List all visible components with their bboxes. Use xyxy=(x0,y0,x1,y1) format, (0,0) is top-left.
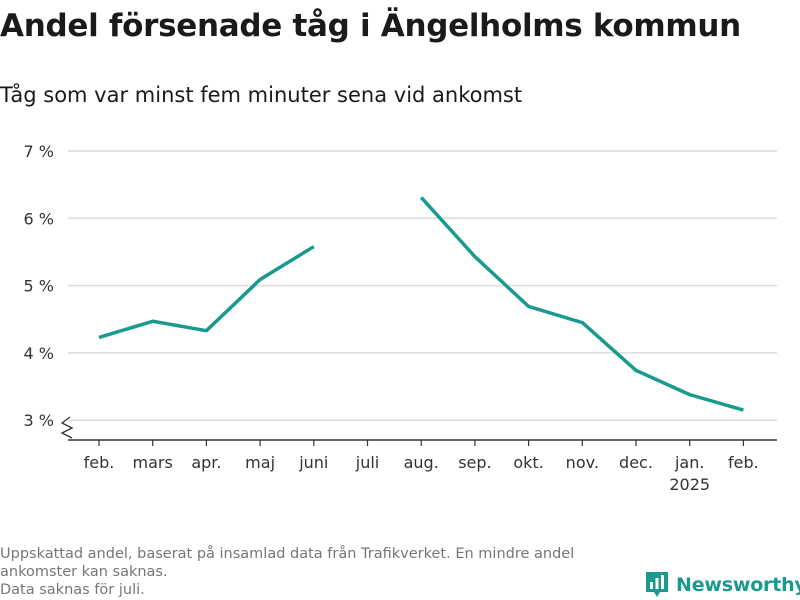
x-tick-label: mars xyxy=(133,453,173,472)
x-tick-label: nov. xyxy=(566,453,599,472)
series-line-segment xyxy=(98,245,315,340)
brand-logo: Newsworthy xyxy=(644,570,800,600)
x-tick-label: juni xyxy=(298,453,328,472)
brand-name: Newsworthy xyxy=(676,574,800,596)
chart-title: Andel försenade tåg i Ängelholms kommun xyxy=(0,8,741,44)
x-tick-label: dec. xyxy=(619,453,653,472)
y-tick-label: 3 % xyxy=(24,411,54,430)
line-chart: 3 % 4 % 5 % 6 % 7 % feb. mars apr. maj juni juli au… xyxy=(24,142,777,494)
x-tick-label: maj xyxy=(245,453,275,472)
x-tick-label: juli xyxy=(355,453,379,472)
x-tick-label: feb. xyxy=(728,453,759,472)
footnote-line-1: Uppskattad andel, baserat på insamlad da… xyxy=(0,546,575,580)
footnote: Uppskattad andel, baserat på insamlad da… xyxy=(0,545,630,599)
x-tick-label: apr. xyxy=(191,453,221,472)
axis-break-icon xyxy=(60,416,74,439)
chart-subtitle: Tåg som var minst fem minuter sena vid a… xyxy=(0,83,523,107)
bar-chart-logo-icon xyxy=(646,572,668,597)
x-tick-sublabel: 2025 xyxy=(669,475,710,494)
series-line-segment xyxy=(419,196,744,412)
x-tick-label: sep. xyxy=(458,453,491,472)
x-tick-label: jan. xyxy=(674,453,704,472)
x-tick-label: feb. xyxy=(84,453,115,472)
y-tick-label: 5 % xyxy=(24,277,54,296)
x-tick-label: aug. xyxy=(404,453,439,472)
y-tick-label: 4 % xyxy=(24,344,54,363)
x-tick-label: okt. xyxy=(513,453,543,472)
y-tick-label: 6 % xyxy=(24,209,54,228)
y-tick-label: 7 % xyxy=(24,142,54,161)
footnote-line-2: Data saknas för juli. xyxy=(0,582,145,598)
